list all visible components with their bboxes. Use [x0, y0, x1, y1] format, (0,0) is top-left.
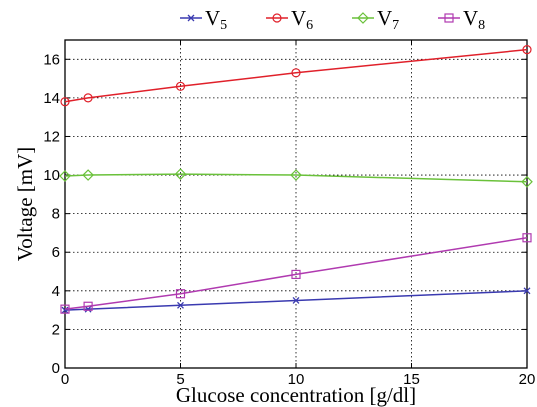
- y-tick-label: 2: [52, 321, 60, 338]
- y-tick-label: 16: [43, 51, 60, 68]
- legend-item-v7: V7: [352, 6, 399, 33]
- legend-label: V7: [377, 6, 399, 33]
- legend-label-subscript: 6: [306, 18, 313, 33]
- legend-label: V8: [463, 6, 485, 33]
- y-tick-label: 10: [43, 167, 60, 184]
- legend-label: V5: [205, 6, 227, 33]
- y-tick-label: 12: [43, 128, 60, 145]
- y-tick-label: 0: [52, 360, 60, 377]
- x-tick-label: 0: [61, 371, 69, 388]
- legend-item-v8: V8: [438, 6, 485, 33]
- legend-label: V6: [291, 6, 313, 33]
- legend-item-v6: V6: [266, 6, 313, 33]
- x-axis-title: Glucose concentration [g/dl]: [176, 383, 416, 407]
- legend-item-v5: V5: [180, 6, 227, 33]
- y-tick-label: 8: [52, 206, 60, 223]
- y-axis-title: Voltage [mV]: [13, 147, 37, 262]
- legend-label-subscript: 8: [478, 18, 485, 33]
- y-tick-label: 4: [52, 283, 60, 300]
- legend-label-subscript: 5: [220, 18, 227, 33]
- y-tick-label: 14: [43, 90, 60, 107]
- legend: V5 V6 V7 V8: [180, 6, 485, 33]
- legend-label-subscript: 7: [392, 18, 399, 33]
- grid-lines: [65, 40, 527, 368]
- y-tick-label: 6: [52, 244, 60, 261]
- x-tick-label: 20: [519, 371, 536, 388]
